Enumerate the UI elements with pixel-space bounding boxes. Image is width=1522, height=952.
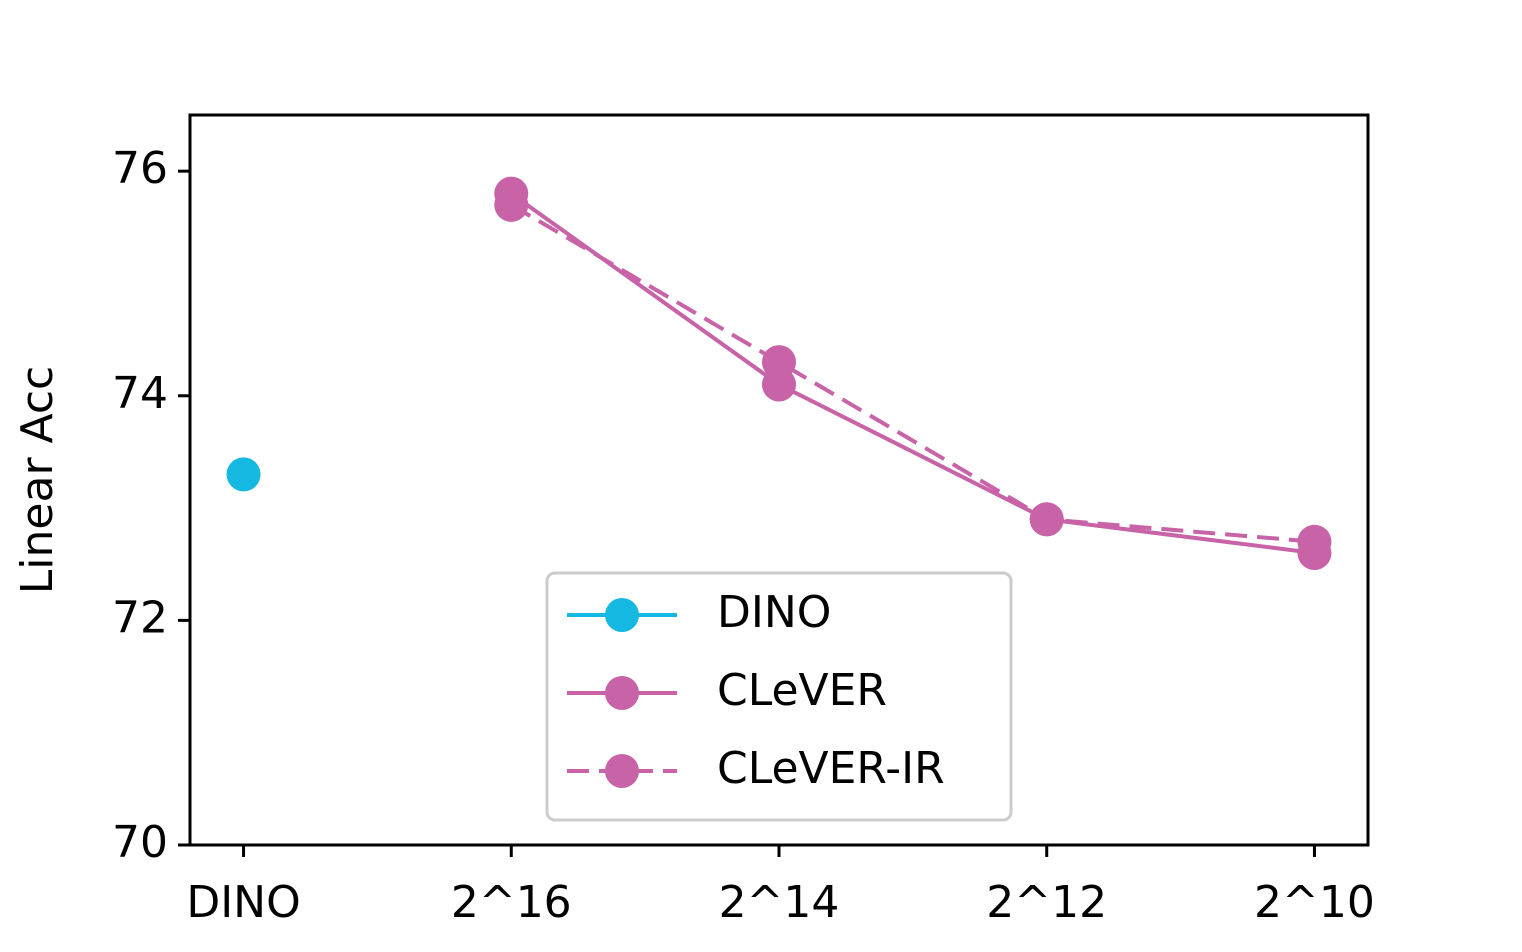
marker — [1297, 524, 1332, 559]
legend-label: CLeVER — [717, 665, 887, 716]
legend-marker — [605, 754, 639, 788]
x-tick-label: 2^14 — [719, 877, 840, 928]
legend-box — [545, 571, 1013, 822]
x-tick-label: DINO — [186, 877, 300, 928]
marker — [494, 187, 529, 222]
legend: DINO CLeVER CLeVER-IR — [545, 571, 1013, 822]
legend-label: DINO — [717, 587, 831, 638]
marker — [226, 457, 261, 492]
line — [510, 203, 1315, 544]
line — [510, 191, 1315, 555]
x-tick-label: 2^10 — [1254, 877, 1375, 928]
legend-marker — [605, 598, 639, 632]
x-tick-label: 2^16 — [451, 877, 572, 928]
marker — [762, 345, 796, 380]
y-tick-label: 76 — [112, 143, 168, 194]
legend-label: CLeVER-IR — [717, 743, 945, 794]
x-tick-label: 2^12 — [986, 877, 1107, 928]
legend-marker — [605, 676, 639, 710]
y-tick-label: 72 — [112, 592, 168, 643]
y-tick-label: 70 — [112, 817, 168, 868]
marker — [1029, 502, 1064, 537]
y-axis-label: Linear Acc — [12, 366, 63, 594]
y-tick-label: 74 — [112, 368, 168, 419]
